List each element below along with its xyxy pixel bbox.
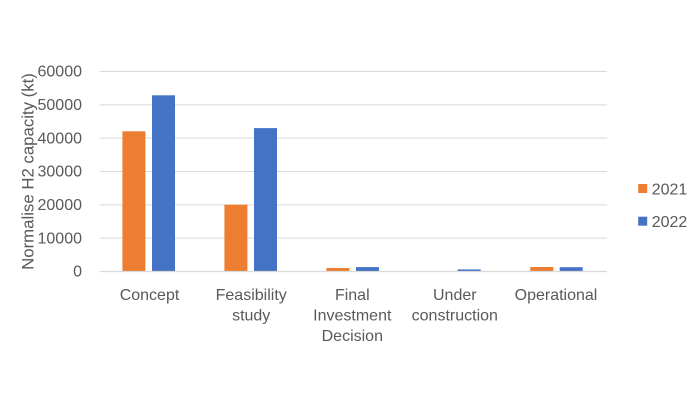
- svg-text:Final: Final: [335, 287, 370, 304]
- svg-text:20000: 20000: [38, 197, 83, 214]
- svg-text:Under: Under: [433, 287, 477, 304]
- svg-text:30000: 30000: [38, 164, 83, 181]
- svg-text:Feasibility: Feasibility: [216, 287, 287, 304]
- svg-text:Normalise H2 capacity (kt): Normalise H2 capacity (kt): [19, 73, 38, 270]
- svg-text:60000: 60000: [38, 64, 83, 81]
- svg-text:construction: construction: [412, 308, 498, 325]
- svg-text:Concept: Concept: [120, 287, 180, 304]
- svg-text:Investment: Investment: [313, 308, 392, 325]
- svg-text:50000: 50000: [38, 97, 83, 114]
- svg-text:10000: 10000: [38, 230, 83, 247]
- svg-text:Operational: Operational: [515, 287, 598, 304]
- svg-text:0: 0: [73, 264, 82, 281]
- svg-text:2022: 2022: [652, 214, 688, 231]
- svg-text:study: study: [232, 308, 270, 325]
- svg-text:Decision: Decision: [322, 328, 383, 345]
- svg-text:40000: 40000: [38, 130, 83, 147]
- svg-text:2021: 2021: [652, 181, 688, 198]
